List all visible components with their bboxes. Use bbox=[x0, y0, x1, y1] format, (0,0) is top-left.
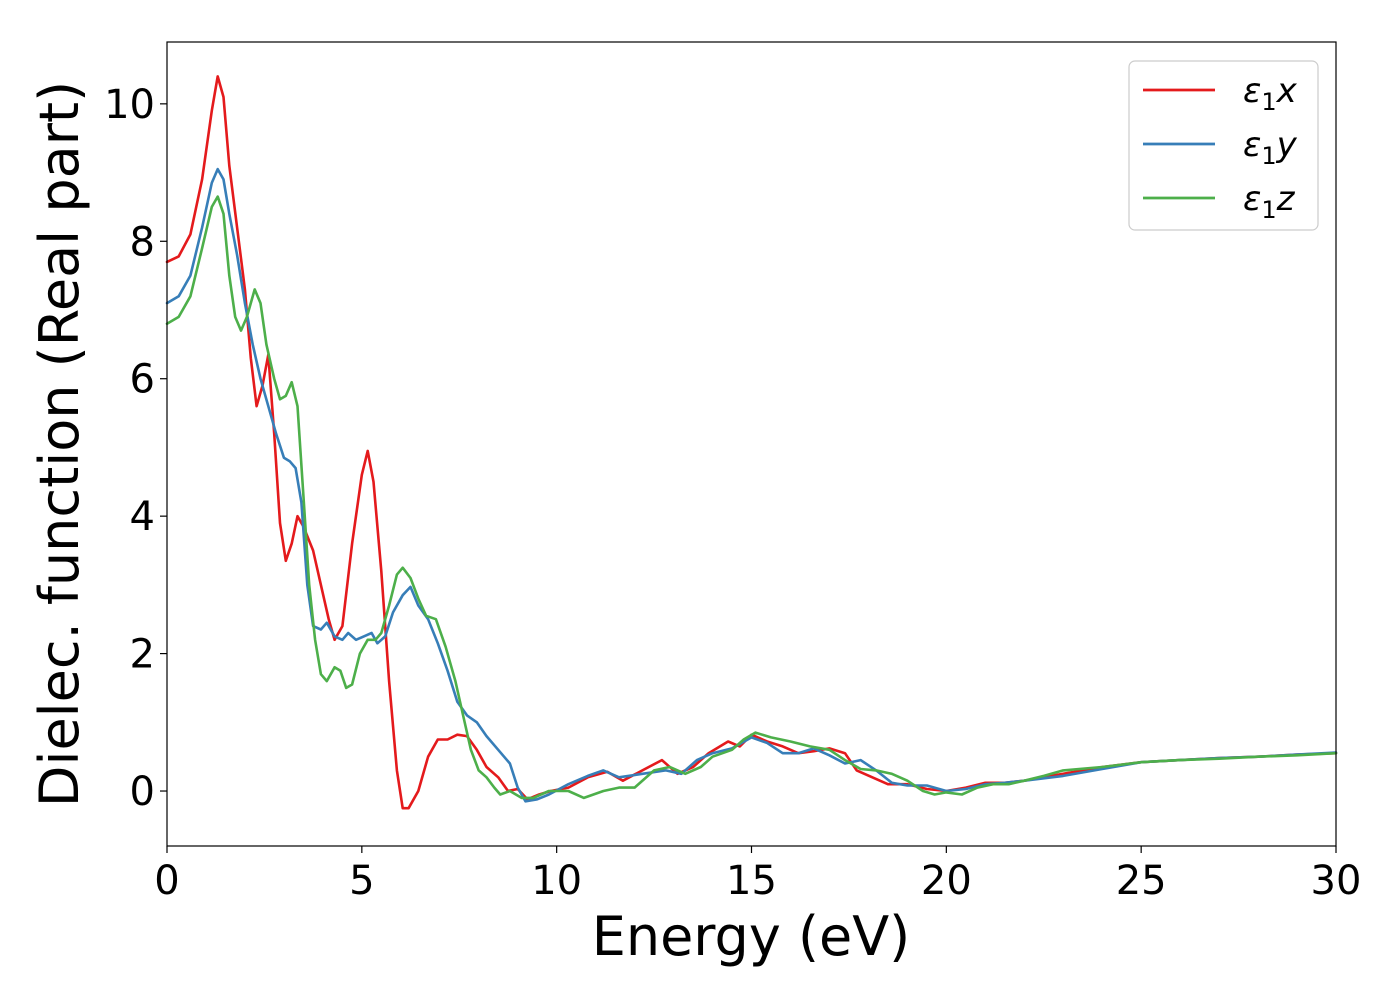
x-tick-label: 0 bbox=[154, 858, 179, 904]
x-tick-label: 15 bbox=[726, 858, 777, 904]
legend-label-x: ε1x bbox=[1243, 71, 1298, 116]
y-tick-label: 0 bbox=[130, 769, 155, 815]
series-line-y bbox=[165, 167, 1338, 803]
y-axis-title: Dielec. function (Real part) bbox=[28, 81, 91, 807]
x-tick-label: 20 bbox=[921, 858, 972, 904]
x-axis-title: Energy (eV) bbox=[592, 905, 911, 968]
legend: ε1x ε1y ε1z bbox=[1128, 60, 1319, 231]
x-tick-label: 30 bbox=[1311, 858, 1362, 904]
y-tick-label: 2 bbox=[130, 632, 155, 678]
series-line-z bbox=[165, 195, 1338, 800]
x-tick-label: 10 bbox=[531, 858, 582, 904]
legend-label-z: ε1z bbox=[1243, 179, 1296, 224]
legend-box bbox=[1128, 60, 1319, 231]
y-tick-label: 8 bbox=[130, 219, 155, 265]
x-tick-label: 25 bbox=[1116, 858, 1167, 904]
y-tick-label: 10 bbox=[104, 82, 155, 128]
y-tick-label: 4 bbox=[130, 494, 155, 540]
x-tick-label: 5 bbox=[349, 858, 374, 904]
legend-label-y: ε1y bbox=[1243, 125, 1298, 170]
y-tick-label: 6 bbox=[130, 357, 155, 403]
y-axis: 0 2 4 6 8 10 bbox=[104, 82, 167, 815]
series-layer bbox=[165, 75, 1338, 810]
x-axis: 0 5 10 15 20 25 30 bbox=[154, 846, 1361, 904]
